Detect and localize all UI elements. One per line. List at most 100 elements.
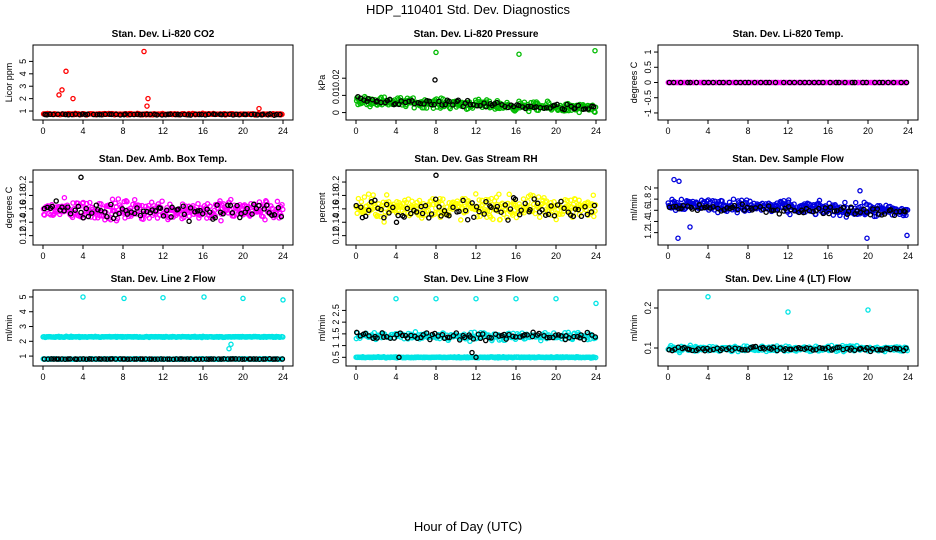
data-point	[274, 356, 281, 362]
data-point	[833, 79, 839, 86]
panel-6: Stan. Dev. Sample Flow ml/min 0 4 8 12 16 20 24 1…	[629, 154, 919, 261]
data-point	[557, 211, 563, 217]
y-tick-label: 2.5	[331, 304, 341, 317]
data-point	[582, 203, 588, 210]
data-point	[490, 216, 496, 223]
data-point	[501, 331, 507, 338]
data-point	[164, 356, 171, 362]
data-point	[401, 214, 407, 220]
x-tick-label: 4	[705, 372, 710, 382]
data-point	[863, 79, 870, 86]
outlier-point	[432, 77, 438, 83]
data-point	[83, 356, 90, 362]
x-tick-label: 16	[511, 372, 521, 382]
data-point	[718, 208, 724, 214]
data-point	[578, 332, 584, 338]
x-tick-label: 0	[665, 372, 670, 382]
outlier-point	[675, 235, 681, 241]
outlier-point	[687, 224, 693, 230]
data-point	[591, 213, 597, 220]
data-point	[79, 111, 86, 117]
data-point	[539, 207, 545, 213]
data-point	[206, 356, 212, 362]
data-point	[467, 101, 474, 108]
y-axis-label: degrees C	[4, 186, 14, 228]
data-point	[520, 196, 527, 202]
data-point	[98, 201, 104, 207]
data-point	[558, 198, 564, 205]
data-point	[217, 198, 223, 204]
data-point	[527, 192, 534, 198]
data-point	[157, 205, 164, 212]
data-point	[72, 207, 78, 213]
y-tick-label: 0.16	[18, 200, 28, 218]
y-tick-label: -1	[643, 109, 653, 117]
data-point	[483, 103, 489, 110]
data-point	[145, 202, 152, 209]
data-point	[494, 203, 501, 210]
outlier-point	[160, 294, 166, 301]
data-point	[432, 196, 439, 202]
y-tick-label: 2	[18, 339, 28, 344]
data-point	[450, 333, 457, 339]
x-tick-label: 24	[591, 372, 601, 382]
data-point	[734, 209, 740, 216]
data-point	[463, 205, 470, 211]
data-point	[80, 215, 86, 221]
data-point	[279, 356, 286, 362]
data-point	[82, 111, 89, 118]
data-point	[503, 336, 509, 342]
data-point	[243, 111, 249, 118]
data-point	[475, 96, 482, 103]
y-tick-label: 0.16	[331, 200, 341, 218]
data-point	[203, 356, 210, 362]
data-point	[253, 356, 259, 362]
data-point	[365, 191, 372, 197]
data-point	[483, 198, 489, 205]
plot-frame	[657, 289, 919, 367]
data-point	[590, 103, 597, 110]
data-point	[554, 202, 561, 208]
data-point	[404, 205, 411, 212]
data-point	[903, 79, 910, 86]
panel-title: Stan. Dev. Li-820 Pressure	[414, 29, 539, 40]
data-point	[730, 196, 737, 202]
data-point	[849, 79, 855, 86]
x-tick-label: 20	[238, 251, 248, 261]
panel-4: Stan. Dev. Amb. Box Temp. degrees C 0 4 8 12 1…	[4, 154, 294, 261]
outlier-point	[80, 294, 86, 300]
data-point	[383, 192, 390, 198]
data-point	[506, 191, 512, 198]
data-point	[522, 200, 528, 207]
data-point	[471, 214, 477, 220]
data-point	[677, 79, 684, 86]
data-point	[205, 111, 212, 118]
data-point	[261, 206, 267, 212]
data-point	[372, 197, 378, 204]
data-point	[541, 105, 547, 111]
panel-3: Stan. Dev. Li-820 Temp. degrees C 0 4 8 12 16 2…	[629, 29, 919, 136]
data-point	[53, 198, 59, 204]
data-point	[450, 204, 456, 211]
data-point	[279, 111, 285, 118]
data-point	[381, 214, 387, 221]
data-point	[496, 191, 502, 197]
data-point	[436, 98, 442, 105]
data-point	[558, 333, 564, 339]
x-tick-label: 8	[120, 372, 125, 382]
data-point	[247, 356, 254, 362]
x-tick-label: 24	[903, 251, 913, 261]
x-tick-label: 0	[353, 126, 358, 136]
data-point	[527, 207, 533, 213]
data-point	[160, 213, 167, 219]
data-point	[576, 197, 582, 204]
data-point	[236, 356, 242, 362]
data-point	[353, 329, 360, 336]
data-point	[59, 356, 65, 362]
data-point	[710, 204, 716, 210]
y-tick-label: 0.02	[331, 69, 341, 87]
data-point	[898, 79, 904, 86]
data-point	[874, 206, 881, 212]
data-point	[130, 201, 136, 208]
data-point	[479, 331, 486, 337]
